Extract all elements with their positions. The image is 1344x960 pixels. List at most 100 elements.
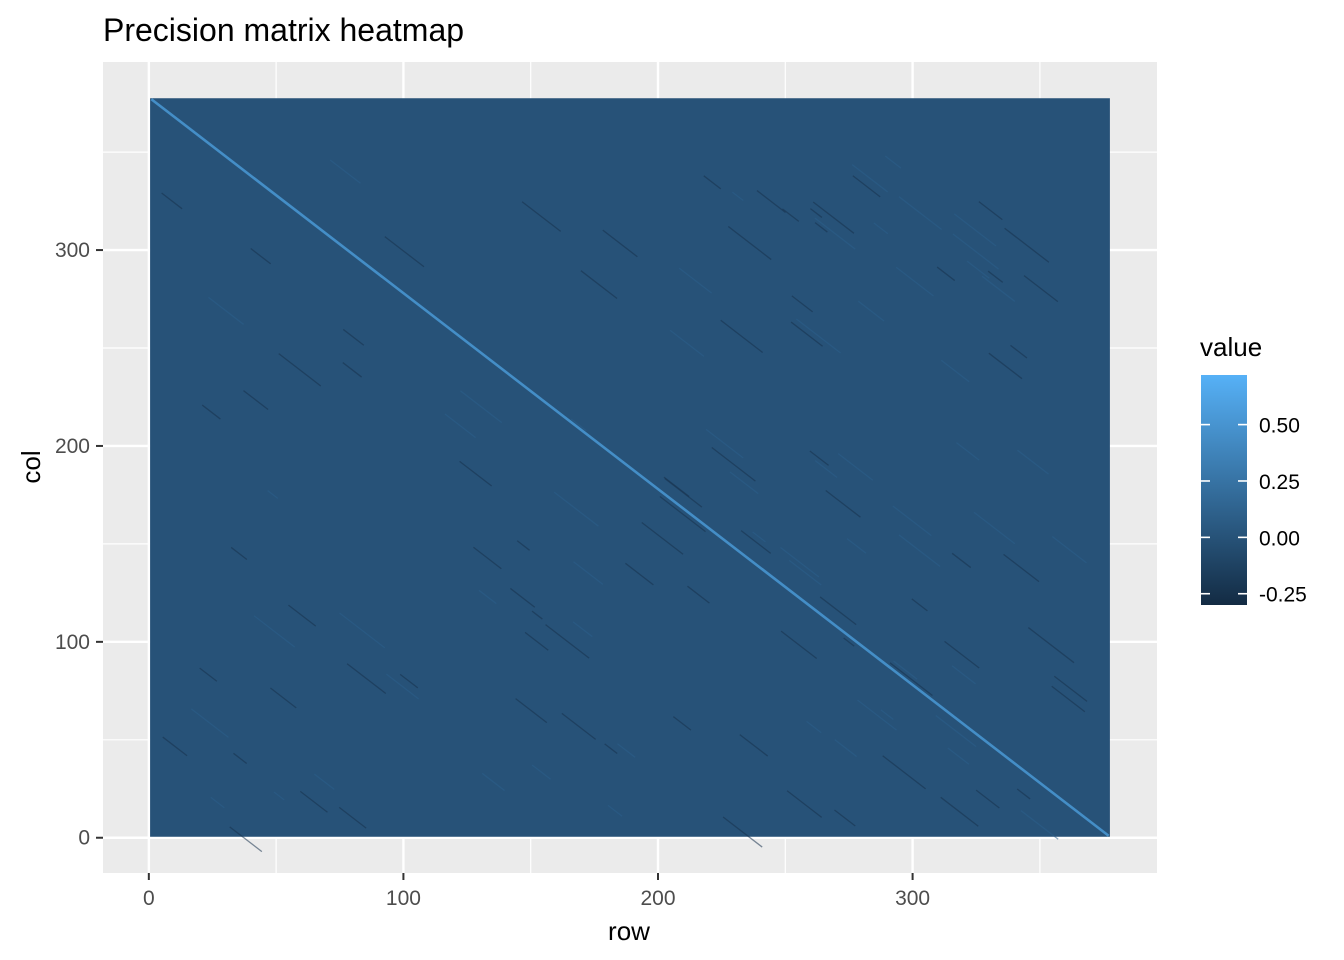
texture-streak: [951, 552, 972, 569]
x-tick-label: 200: [640, 887, 675, 910]
texture-streak: [210, 796, 225, 809]
texture-streak: [852, 175, 881, 198]
texture-streak: [253, 615, 296, 648]
texture-streak: [705, 428, 744, 459]
texture-streak: [230, 546, 248, 560]
texture-streak: [814, 217, 856, 250]
texture-streak: [834, 739, 858, 758]
heatmap-diagonal: [150, 98, 1110, 837]
texture-streak: [780, 630, 818, 660]
texture-streak: [509, 587, 536, 608]
texture-streak: [229, 826, 263, 853]
texture-streak: [553, 491, 599, 527]
texture-streak: [580, 270, 618, 300]
texture-streak: [940, 796, 979, 827]
texture-streak: [664, 478, 703, 508]
texture-streak: [573, 561, 604, 585]
texture-streak: [267, 490, 279, 500]
x-axis: 0 100 200 300: [143, 873, 930, 910]
texture-streak: [208, 296, 245, 325]
texture-streak: [384, 236, 425, 268]
texture-streak: [851, 164, 889, 193]
texture-streak: [659, 496, 706, 533]
texture-streak: [911, 598, 928, 612]
texture-streak: [788, 559, 822, 586]
color-legend: value 0.50 0.25 0.00 -0.25: [1200, 332, 1307, 607]
x-tick-label: 300: [895, 887, 930, 910]
y-tick-label: 200: [55, 435, 90, 458]
texture-streak: [857, 699, 897, 731]
texture-streak: [880, 709, 894, 721]
texture-streak: [895, 266, 934, 297]
texture-streak: [460, 390, 503, 424]
texture-streak: [233, 752, 248, 764]
texture-streak: [561, 712, 597, 740]
texture-streak: [524, 631, 549, 651]
texture-streak: [329, 159, 361, 184]
texture-streak: [988, 352, 1023, 380]
texture-streak: [399, 673, 419, 689]
texture-streak: [1003, 553, 1040, 583]
texture-streak: [814, 222, 828, 233]
legend-colorbar: [1201, 375, 1247, 605]
texture-streak: [1051, 536, 1087, 564]
legend-ticks: 0.50 0.25 0.00 -0.25: [1201, 415, 1307, 607]
texture-streak: [444, 413, 477, 439]
texture-streak: [882, 755, 927, 790]
texture-streak: [161, 192, 183, 210]
texture-streak: [973, 511, 1016, 545]
texture-streak: [814, 460, 838, 478]
texture-streak: [545, 624, 590, 659]
texture-streak: [201, 404, 221, 420]
texture-streak: [273, 791, 285, 801]
texture-streak: [981, 275, 1016, 302]
texture-streak: [978, 201, 1003, 221]
texture-streak: [1027, 627, 1075, 664]
texture-streak: [199, 667, 218, 682]
texture-streak: [729, 471, 759, 495]
texture-streak: [791, 295, 814, 313]
texture-streak: [819, 596, 857, 626]
texture-streak: [250, 248, 272, 265]
y-tick-label: 0: [78, 827, 90, 850]
texture-streak: [1051, 685, 1086, 713]
texture-streak: [339, 612, 386, 649]
texture-streak: [1023, 275, 1059, 303]
texture-streak: [740, 530, 772, 554]
texture-streak: [810, 208, 823, 218]
texture-streak: [515, 698, 548, 724]
y-axis: 0 100 200 300: [55, 239, 103, 850]
texture-streak: [720, 319, 764, 354]
texture-streak: [790, 321, 823, 347]
texture-streak: [190, 708, 229, 738]
texture-streak: [987, 270, 1004, 283]
texture-streak: [975, 789, 1000, 809]
legend-label: 0.25: [1259, 471, 1300, 494]
texture-streak: [1004, 227, 1050, 263]
texture-streak: [873, 222, 889, 235]
texture-streak: [898, 196, 942, 231]
texture-streak: [834, 809, 856, 827]
texture-streak: [857, 300, 885, 322]
texture-streak: [786, 790, 823, 818]
texture-streak: [846, 538, 867, 554]
texture-streak: [473, 546, 502, 570]
chart-title: Precision matrix heatmap: [103, 12, 464, 48]
texture-streak: [956, 442, 980, 461]
texture-streak: [669, 329, 705, 357]
texture-streak: [570, 418, 587, 432]
texture-streak: [947, 747, 970, 765]
texture-streak: [780, 546, 820, 578]
texture-streak: [672, 716, 692, 731]
texture-streak: [953, 213, 997, 247]
texture-streak: [342, 328, 365, 346]
texture-streak: [884, 155, 902, 169]
texture-streak: [617, 743, 636, 758]
texture-streak: [782, 208, 800, 222]
y-axis-title: col: [16, 450, 46, 483]
legend-label: 0.00: [1259, 527, 1300, 550]
texture-streak: [531, 610, 543, 620]
texture-streak: [952, 233, 999, 270]
texture-streak: [966, 260, 990, 279]
